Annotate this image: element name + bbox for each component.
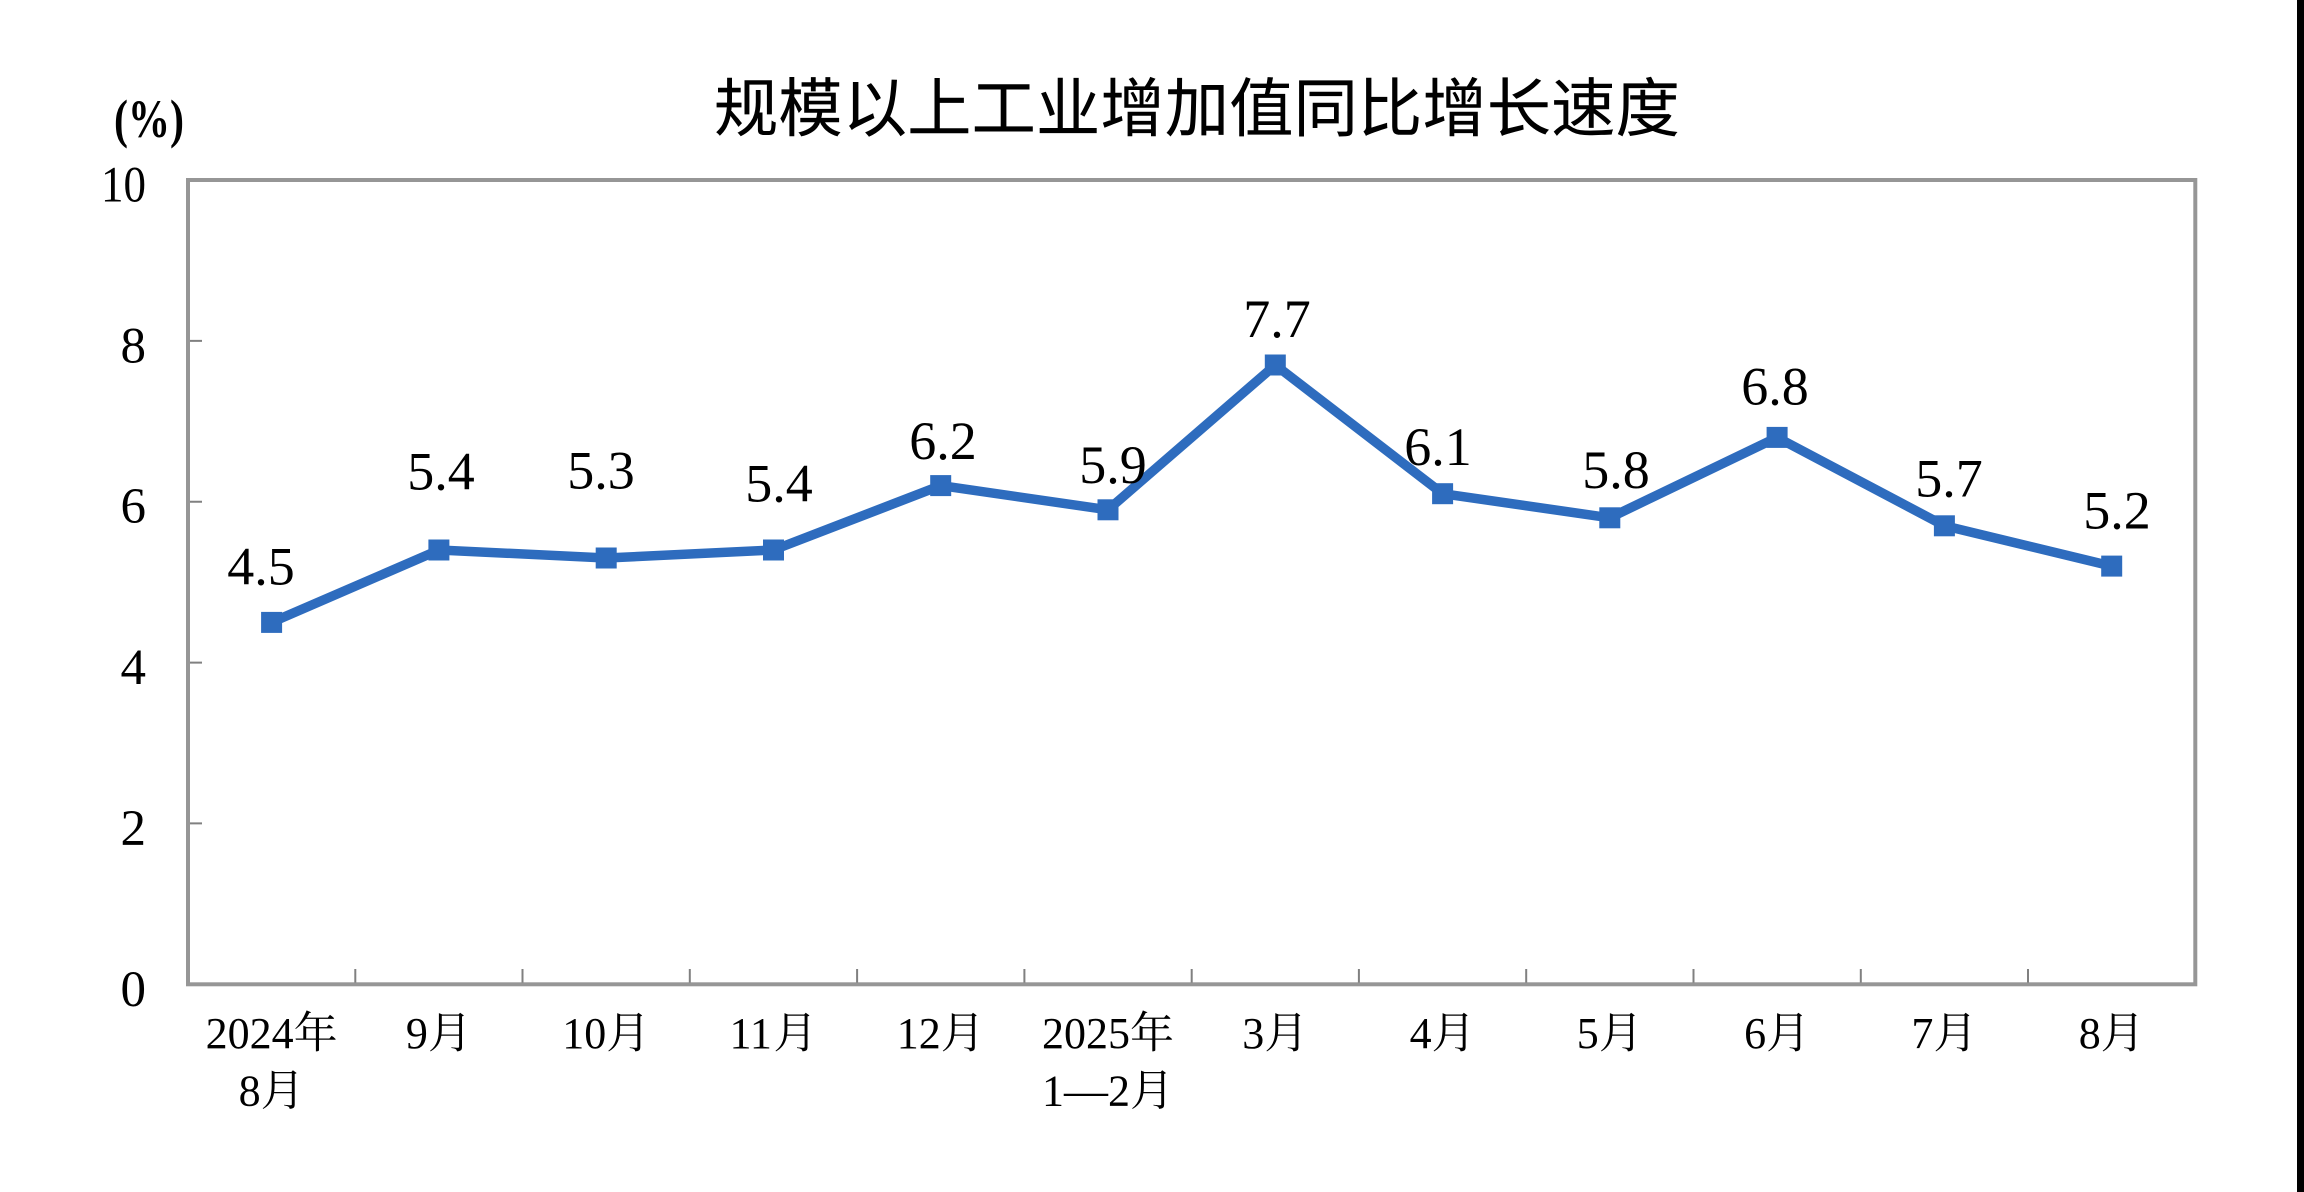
svg-text:6: 6: [1744, 1009, 1766, 1058]
svg-text:8: 8: [2079, 1009, 2101, 1058]
svg-text:(%): (%): [114, 89, 184, 149]
svg-text:5.4: 5.4: [407, 442, 475, 502]
svg-text:2: 2: [121, 801, 147, 857]
svg-text:8: 8: [121, 318, 147, 374]
svg-text:5.3: 5.3: [567, 441, 635, 501]
svg-text:7.7: 7.7: [1243, 289, 1311, 349]
svg-text:2: 2: [1108, 1067, 1130, 1116]
svg-text:10: 10: [562, 1009, 606, 1058]
svg-text:2024: 2024: [206, 1009, 294, 1058]
svg-text:0: 0: [121, 962, 147, 1018]
svg-text:4.5: 4.5: [227, 537, 295, 597]
svg-text:5.2: 5.2: [2083, 481, 2151, 541]
svg-text:6.2: 6.2: [909, 411, 977, 471]
svg-text:—: —: [1063, 1067, 1109, 1116]
svg-text:7: 7: [1911, 1009, 1933, 1058]
svg-text:6: 6: [121, 479, 147, 535]
svg-text:5: 5: [1577, 1009, 1599, 1058]
svg-text:4: 4: [1410, 1009, 1432, 1058]
svg-text:6.8: 6.8: [1741, 356, 1809, 416]
svg-text:5.4: 5.4: [745, 453, 813, 513]
svg-text:8: 8: [239, 1067, 261, 1116]
svg-text:3: 3: [1242, 1009, 1264, 1058]
svg-text:9: 9: [406, 1009, 428, 1058]
svg-text:11: 11: [730, 1009, 772, 1058]
svg-text:5.7: 5.7: [1915, 449, 1983, 509]
svg-text:12: 12: [897, 1009, 941, 1058]
svg-text:2025: 2025: [1042, 1009, 1130, 1058]
svg-text:5.9: 5.9: [1079, 435, 1147, 495]
svg-text:5.8: 5.8: [1582, 440, 1650, 500]
svg-text:6.1: 6.1: [1404, 417, 1472, 477]
svg-text:1: 1: [1042, 1067, 1064, 1116]
svg-text:4: 4: [121, 640, 147, 696]
svg-text:10: 10: [101, 158, 146, 214]
